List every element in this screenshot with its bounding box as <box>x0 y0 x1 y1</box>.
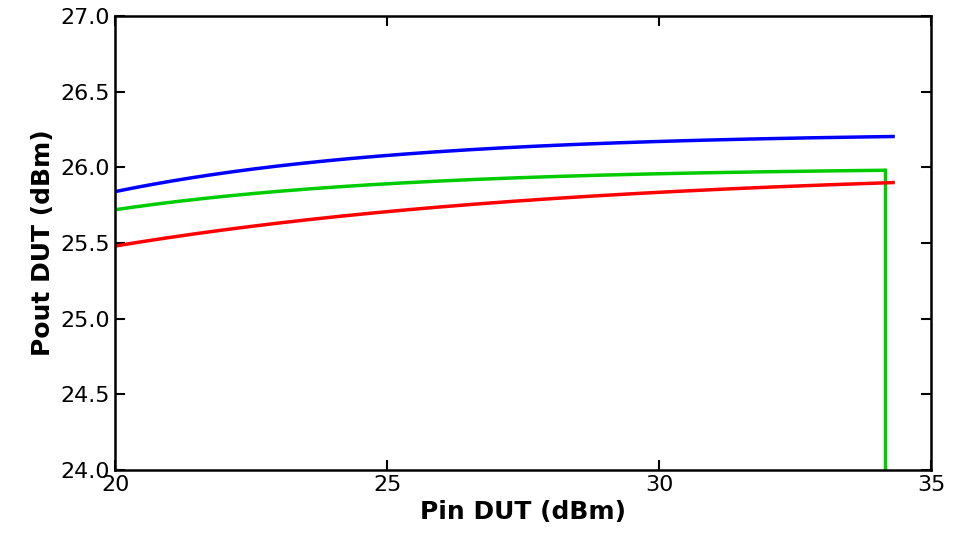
Y-axis label: Pout DUT (dBm): Pout DUT (dBm) <box>31 130 55 356</box>
X-axis label: Pin DUT (dBm): Pin DUT (dBm) <box>420 500 626 524</box>
